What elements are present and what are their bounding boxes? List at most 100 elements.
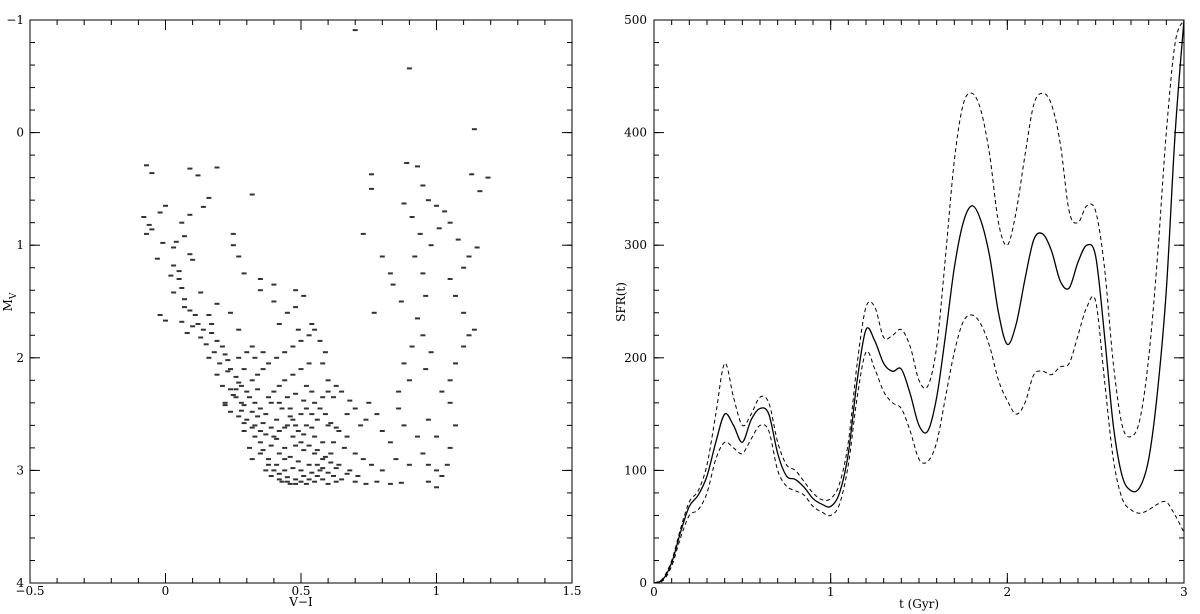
cmd-point xyxy=(154,257,160,260)
cmd-point xyxy=(306,444,312,447)
cmd-point xyxy=(244,351,250,354)
cmd-point xyxy=(415,317,420,320)
cmd-point xyxy=(469,173,475,176)
cmd-point xyxy=(320,396,326,399)
cmd-point xyxy=(428,244,434,247)
cmd-point xyxy=(206,314,212,316)
cmd-point xyxy=(252,424,258,427)
cmd-point xyxy=(331,475,336,477)
cmd-point xyxy=(477,190,483,193)
cmd-point xyxy=(322,455,328,458)
cmd-point xyxy=(447,379,453,382)
cmd-point xyxy=(268,426,274,429)
cmd-point xyxy=(447,446,453,449)
cmd-point xyxy=(230,244,236,247)
cmd-point xyxy=(417,232,423,235)
cmd-point xyxy=(157,211,163,214)
cmd-point xyxy=(352,480,358,483)
cmd-x-tick-label: 0 xyxy=(162,584,170,598)
cmd-point xyxy=(301,449,307,452)
cmd-point xyxy=(287,482,293,485)
cmd-point xyxy=(184,332,190,334)
cmd-point xyxy=(228,388,233,391)
cmd-point xyxy=(306,478,312,481)
cmd-point xyxy=(187,253,193,256)
cmd-point xyxy=(409,345,415,348)
cmd-point xyxy=(328,422,334,425)
cmd-point xyxy=(244,390,250,393)
cmd-point xyxy=(309,390,315,393)
cmd-point xyxy=(214,166,220,169)
cmd-point xyxy=(266,396,271,399)
cmd-point xyxy=(401,362,407,365)
cmd-point xyxy=(425,480,431,483)
cmd-point xyxy=(393,458,399,461)
cmd-point xyxy=(209,323,215,325)
cmd-point xyxy=(276,323,282,325)
cmd-point xyxy=(217,362,223,365)
cmd-y-tick-label: 1 xyxy=(16,238,24,252)
cmd-point xyxy=(187,167,193,170)
cmd-point xyxy=(266,362,271,365)
cmd-point xyxy=(301,294,307,297)
cmd-point xyxy=(360,232,366,235)
cmd-point xyxy=(268,401,274,404)
cmd-point xyxy=(320,362,326,365)
cmd-point xyxy=(173,240,179,243)
cmd-point xyxy=(263,469,269,472)
cmd-point xyxy=(352,452,358,455)
cmd-point xyxy=(303,384,309,387)
cmd-plot-frame xyxy=(29,19,573,584)
cmd-point xyxy=(474,246,480,249)
cmd-point xyxy=(198,291,204,294)
cmd-point xyxy=(222,353,228,356)
cmd-point xyxy=(276,401,282,404)
sfr-x-tick-label: 2 xyxy=(1004,585,1012,599)
cmd-point xyxy=(257,278,263,280)
cmd-point xyxy=(409,216,415,218)
cmd-point xyxy=(209,332,215,334)
cmd-point xyxy=(236,415,242,418)
cmd-x-tick-label: 1 xyxy=(433,584,441,598)
cmd-point xyxy=(282,458,288,461)
cmd-point xyxy=(295,460,301,463)
cmd-point xyxy=(249,379,255,382)
cmd-point xyxy=(428,351,434,354)
cmd-point xyxy=(360,458,366,461)
cmd-point xyxy=(149,228,155,231)
cmd-point xyxy=(312,452,318,455)
cmd-point xyxy=(182,298,187,301)
cmd-point xyxy=(434,435,439,438)
cmd-point xyxy=(439,390,445,393)
cmd-point xyxy=(317,469,323,472)
cmd-point xyxy=(171,291,177,294)
cmd-point xyxy=(339,390,345,393)
cmd-point xyxy=(284,424,290,427)
cmd-point xyxy=(293,482,299,485)
cmd-point xyxy=(249,426,255,429)
cmd-point xyxy=(222,404,228,407)
cmd-point xyxy=(401,424,407,427)
cmd-point xyxy=(485,176,491,179)
cmd-point xyxy=(260,422,266,425)
cmd-point xyxy=(425,418,431,421)
cmd-point xyxy=(379,430,385,432)
cmd-point xyxy=(260,449,266,452)
cmd-point xyxy=(347,469,353,472)
cmd-point xyxy=(271,469,277,472)
cmd-point xyxy=(322,351,328,354)
cmd-point xyxy=(371,311,377,314)
cmd-point xyxy=(344,413,350,416)
cmd-point xyxy=(436,227,442,230)
cmd-point xyxy=(274,418,280,421)
cmd-point xyxy=(249,458,255,461)
cmd-point xyxy=(252,356,258,359)
cmd-point xyxy=(276,472,282,475)
cmd-point xyxy=(290,435,296,438)
cmd-point xyxy=(230,394,236,396)
cmd-point xyxy=(333,384,339,387)
cmd-point xyxy=(284,476,290,479)
cmd-point xyxy=(295,430,301,432)
cmd-point xyxy=(257,452,263,455)
cmd-point xyxy=(396,407,402,410)
